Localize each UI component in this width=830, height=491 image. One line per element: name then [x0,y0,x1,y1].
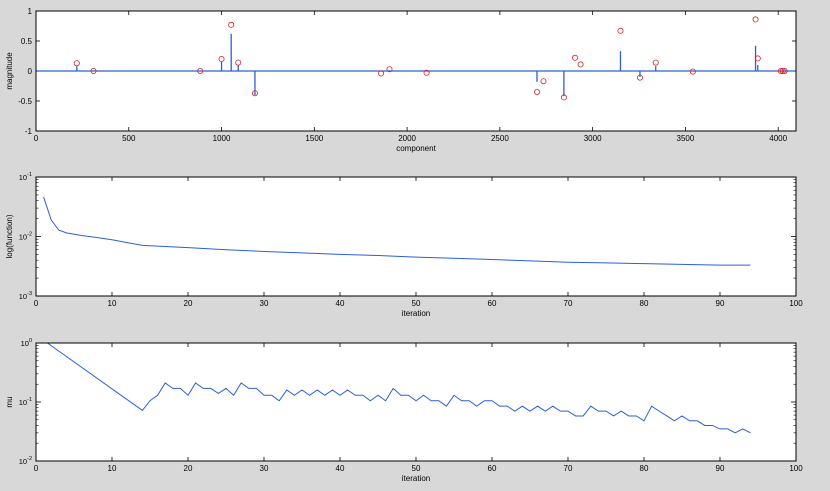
x-tick-label: 2000 [398,134,416,143]
stem-marker [781,68,788,75]
x-tick-label: 20 [184,299,193,308]
plot-area [36,177,796,296]
x-tick-label: 100 [789,299,803,308]
stem-marker [533,89,540,96]
y-tick-label: 10-1 [19,172,32,182]
x-tick-label: 50 [412,299,421,308]
x-axis-label: iteration [402,309,430,318]
stem-marker [251,90,258,97]
y-tick-label: 10-1 [19,397,32,407]
stem-marker [779,68,786,75]
x-tick-label: 30 [260,299,269,308]
stem-marker [197,68,204,75]
stem-marker [73,60,80,67]
x-tick-label: 100 [789,464,803,473]
axes-frame [35,176,797,297]
series-line [47,342,751,434]
stem-marker [652,59,659,66]
stem-marker [540,78,547,85]
plot-area [36,343,796,461]
y-axis-label: mu [5,396,14,407]
stem-marker [90,68,97,75]
y-tick-label: 10-2 [19,232,32,242]
x-tick-label: 1000 [213,134,231,143]
stem-marker [228,21,235,28]
x-tick-label: 70 [564,464,573,473]
y-tick-label: 1 [28,7,33,16]
y-tick-label: 10-2 [19,456,32,466]
y-tick-label: -0.5 [18,97,32,106]
y-tick-label: 0.5 [21,37,33,46]
y-tick-label: 100 [21,338,32,348]
axes-frame [35,342,797,462]
x-axis-label: iteration [402,474,430,483]
x-tick-label: 70 [564,299,573,308]
stem-marker [752,16,759,23]
x-tick-label: 3000 [584,134,602,143]
x-tick-label: 0 [34,134,39,143]
chart-panel-3: 0 10 20 30 40 50 60 70 80 90 100 100 10-1 10-2 iterati… [5,338,803,483]
x-tick-label: 500 [122,134,136,143]
x-tick-label: 10 [108,464,117,473]
stem-marker [560,94,567,101]
x-tick-label: 4000 [769,134,787,143]
x-tick-label: 50 [412,464,421,473]
y-tick-label: 10-3 [19,291,32,301]
x-tick-label: 0 [34,464,39,473]
x-tick-label: 60 [488,464,497,473]
y-axis-label: magnitude [5,52,14,90]
x-tick-label: 0 [34,299,39,308]
x-tick-label: 80 [640,464,649,473]
x-tick-label: 20 [184,464,193,473]
stem-marker [386,66,393,73]
stem-marker [777,68,784,75]
x-tick-label: 10 [108,299,117,308]
chart-panel-1: 0 500 1000 1500 2000 2500 3000 3500 4000 -1 -0.5 0 0… [5,7,797,153]
stem-marker [378,70,385,77]
stem-marker [572,54,579,61]
x-axis-label: component [396,144,436,153]
x-tick-label: 30 [260,464,269,473]
stem-marker [218,56,225,63]
series-line [43,196,751,266]
stem-marker [636,74,643,81]
x-tick-label: 40 [336,299,345,308]
x-tick-label: 60 [488,299,497,308]
stem-marker [754,55,761,62]
y-tick-label: 0 [28,67,33,76]
x-tick-label: 2500 [491,134,509,143]
axes-frame [35,10,797,132]
x-tick-label: 90 [716,464,725,473]
x-tick-label: 90 [716,299,725,308]
stem-marker [235,59,242,66]
y-axis-label: log(function) [5,214,14,258]
x-tick-label: 3500 [677,134,695,143]
stem-marker [423,69,430,76]
chart-panel-2: 0 10 20 30 40 50 60 70 80 90 100 10-1 10-2 10-3 iterat… [5,172,803,318]
stem-marker [689,68,696,75]
y-tick-label: -1 [25,127,33,136]
x-tick-label: 40 [336,464,345,473]
stem-marker [577,61,584,68]
x-tick-label: 80 [640,299,649,308]
x-tick-label: 1500 [305,134,323,143]
stem-marker [617,27,624,34]
